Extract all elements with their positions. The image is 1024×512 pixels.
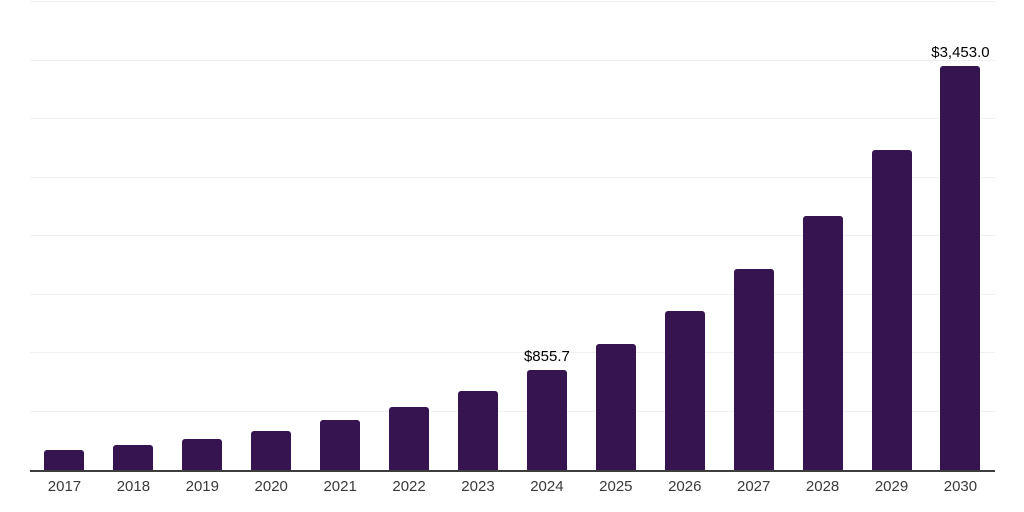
gridline — [30, 1, 995, 2]
x-axis-label-2030: 2030 — [943, 478, 978, 495]
x-axis-label-2019: 2019 — [185, 478, 219, 495]
bar-2018 — [113, 445, 154, 470]
bar-2025 — [595, 343, 636, 470]
bar-slot-2022 — [375, 2, 444, 470]
gridline — [30, 410, 995, 412]
bar-slot-2028 — [788, 2, 857, 470]
bar-2026 — [664, 310, 705, 470]
bar-2024 — [526, 369, 567, 470]
bar-slot-2026 — [650, 2, 719, 470]
x-axis-label-2020: 2020 — [254, 478, 288, 495]
bar-2021 — [320, 420, 361, 470]
bar-2028 — [802, 216, 843, 470]
x-axis-label-2021: 2021 — [323, 478, 357, 495]
bar-slot-2021 — [306, 2, 375, 470]
gridline — [30, 293, 995, 295]
gridline — [30, 235, 995, 236]
x-axis-label-2028: 2028 — [805, 478, 840, 495]
bar-value-label-2030: $3,453.0 — [931, 44, 990, 61]
x-axis: 2017 2018 2019 2020 2021 2022 2023 2024 2025 2026… — [30, 478, 995, 496]
bars-container: $855.7 $3,453.0 — [30, 2, 995, 470]
bar-slot-2018 — [99, 2, 168, 470]
gridline — [30, 176, 995, 178]
gridlines — [30, 1, 995, 470]
x-axis-label-2017: 2017 — [47, 478, 82, 495]
bar-slot-2029 — [857, 2, 926, 470]
x-axis-label-2027: 2027 — [736, 478, 771, 495]
bar-slot-2027 — [719, 2, 788, 470]
bar-slot-2023 — [444, 2, 513, 470]
x-axis-label-2024: 2024 — [530, 478, 564, 495]
gridline — [30, 352, 995, 353]
plot-area: $855.7 $3,453.0 — [30, 1, 995, 472]
bar-slot-2025 — [581, 2, 650, 470]
bar-2019 — [182, 438, 223, 470]
bar-slot-2019 — [168, 2, 237, 470]
gridline — [30, 118, 995, 119]
bar-value-label-2024: $855.7 — [523, 347, 570, 365]
bar-2029 — [871, 149, 912, 470]
bar-2017 — [44, 450, 85, 470]
bar-2020 — [251, 430, 292, 470]
x-axis-label-2025: 2025 — [599, 478, 633, 495]
bar-2027 — [733, 268, 774, 470]
x-axis-label-2029: 2029 — [874, 478, 909, 495]
bar-slot-2024: $855.7 — [512, 2, 581, 470]
bar-2022 — [389, 407, 430, 470]
gridline — [30, 59, 995, 61]
bar-2023 — [457, 390, 498, 470]
bar-2030 — [940, 66, 981, 470]
bar-slot-2020 — [237, 2, 306, 470]
x-axis-label-2018: 2018 — [116, 478, 151, 495]
x-axis-label-2023: 2023 — [461, 478, 495, 495]
x-axis-label-2022: 2022 — [392, 478, 426, 495]
bar-slot-2017 — [30, 2, 99, 470]
x-axis-label-2026: 2026 — [668, 478, 702, 495]
bar-slot-2030: $3,453.0 — [926, 2, 995, 470]
